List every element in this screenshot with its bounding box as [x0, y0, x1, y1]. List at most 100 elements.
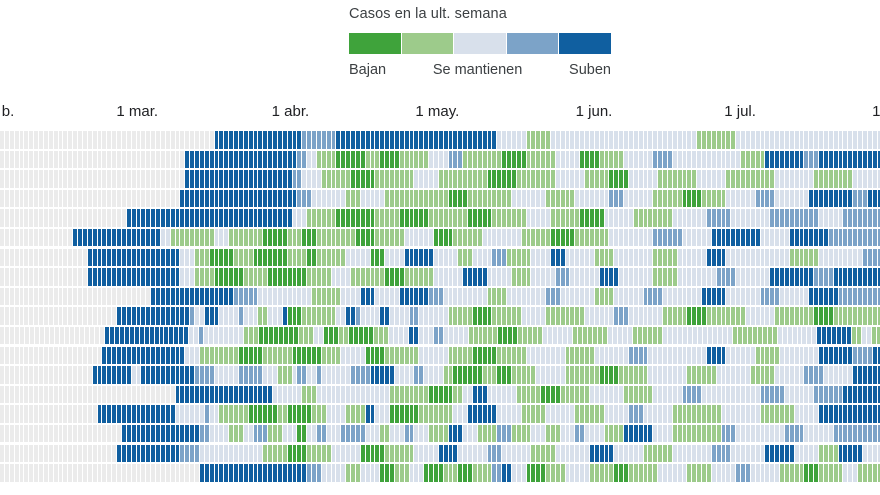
day-cell: [828, 287, 834, 306]
day-cell: [546, 228, 551, 247]
legend-label-se-mantienen: Se mantienen: [432, 62, 523, 78]
day-cell: [643, 170, 649, 188]
day-cell: [843, 464, 849, 482]
day-cell: [112, 366, 117, 384]
day-cell: [63, 131, 69, 149]
day-cell: [531, 287, 537, 306]
day-cell: [385, 464, 390, 482]
day-cell: [365, 209, 371, 227]
day-cell: [589, 209, 595, 227]
day-cell: [156, 150, 161, 169]
day-cell: [175, 248, 181, 267]
day-cell: [775, 307, 780, 325]
day-cell: [209, 366, 215, 384]
day-cell: [663, 209, 668, 227]
day-cell: [87, 424, 93, 443]
day-cell: [292, 307, 298, 325]
day-cell: [409, 248, 415, 267]
day-cell: [765, 248, 771, 267]
day-cell: [409, 385, 415, 404]
day-cell: [672, 444, 678, 462]
day-cell: [711, 189, 717, 208]
day-cell: [760, 287, 766, 306]
day-cell: [672, 346, 678, 365]
day-cell: [399, 150, 405, 169]
day-cell: [102, 366, 108, 384]
day-cell: [809, 131, 815, 149]
day-cell: [736, 170, 741, 188]
day-cell: [82, 424, 88, 443]
day-cell: [658, 228, 663, 247]
day-cell: [131, 405, 137, 423]
day-cell: [302, 307, 308, 325]
day-cell: [34, 405, 39, 423]
day-cell: [558, 326, 564, 345]
day-cell: [492, 385, 498, 404]
day-cell: [588, 326, 594, 345]
day-cell: [390, 170, 395, 188]
day-cell: [190, 444, 195, 462]
day-cell: [862, 268, 868, 286]
day-cell: [331, 366, 337, 384]
day-cell: [521, 248, 527, 267]
day-cell: [87, 131, 93, 149]
day-cell: [73, 424, 78, 443]
day-cell: [0, 385, 5, 404]
day-cell: [404, 189, 410, 208]
day-cell: [169, 326, 175, 345]
day-cell: [809, 209, 815, 227]
day-cell: [112, 385, 117, 404]
day-cell: [185, 346, 191, 365]
day-cell: [199, 131, 205, 149]
day-cell: [370, 268, 376, 286]
day-cell: [614, 405, 620, 423]
day-cell: [141, 464, 147, 482]
day-cell: [468, 268, 473, 286]
day-cell: [614, 307, 620, 325]
day-cell: [399, 209, 405, 227]
day-cell: [877, 131, 880, 149]
day-cell: [819, 385, 824, 404]
day-cell: [190, 464, 195, 482]
day-cell: [721, 189, 727, 208]
day-cell: [360, 385, 366, 404]
day-cell: [238, 464, 244, 482]
day-cell: [199, 464, 205, 482]
day-cell: [809, 346, 815, 365]
day-cell: [438, 189, 444, 208]
day-cell: [814, 287, 819, 306]
day-cell: [424, 189, 429, 208]
day-cell: [263, 189, 269, 208]
day-cell: [321, 405, 327, 423]
day-cell: [433, 209, 439, 227]
day-cell: [312, 346, 317, 365]
day-cell: [575, 444, 581, 462]
day-cell: [706, 189, 712, 208]
day-cell: [4, 307, 10, 325]
day-cell: [838, 170, 844, 188]
day-cell: [502, 405, 507, 423]
day-cell: [234, 405, 239, 423]
day-cell: [619, 209, 624, 227]
day-cell: [39, 131, 44, 149]
day-cell: [472, 268, 478, 286]
day-cell: [117, 366, 122, 384]
day-cell: [34, 268, 39, 286]
day-cell: [199, 228, 205, 247]
day-cell: [814, 405, 819, 423]
day-cell: [424, 444, 429, 462]
day-cell: [784, 228, 790, 247]
day-cell: [429, 307, 434, 325]
day-cell: [404, 268, 410, 286]
day-cell: [775, 385, 780, 404]
day-cell: [672, 131, 678, 149]
day-cell: [438, 287, 444, 306]
day-cell: [370, 209, 376, 227]
day-cell: [736, 464, 741, 482]
day-cell: [4, 366, 10, 384]
day-cell: [526, 405, 532, 423]
day-cell: [209, 464, 215, 482]
day-cell: [472, 366, 478, 384]
day-cell: [34, 189, 39, 208]
day-cell: [458, 346, 464, 365]
